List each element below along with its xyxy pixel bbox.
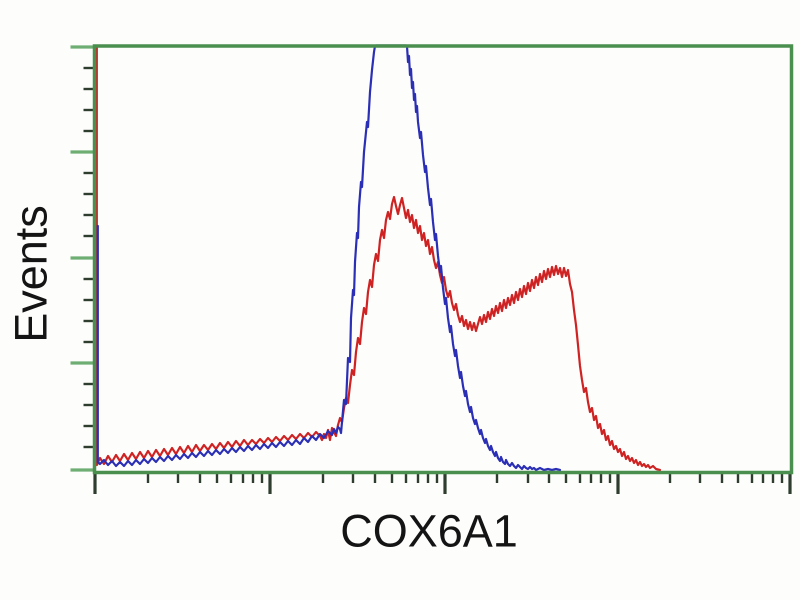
plot-frame	[92, 44, 794, 475]
axis-ticks	[70, 45, 792, 494]
y-axis-label: Events	[5, 205, 57, 343]
x-axis-label: COX6A1	[340, 505, 518, 557]
blue-histogram-trace	[96, 44, 562, 472]
red-histogram-trace	[95, 44, 662, 472]
